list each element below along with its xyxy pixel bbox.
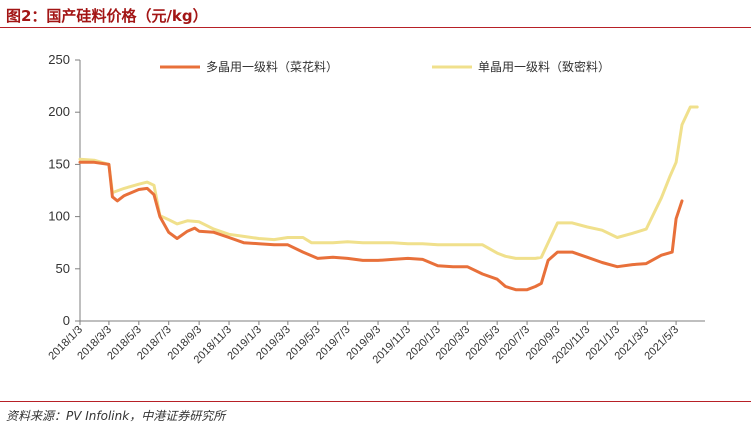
- chart-legend: 多晶用一级料（菜花料） 单晶用一级料（致密料）: [160, 59, 610, 74]
- series-line-1: [78, 160, 684, 292]
- y-tick-label: 150: [48, 156, 70, 171]
- y-tick-label: 250: [48, 52, 70, 67]
- chart-series: [78, 105, 699, 292]
- legend-label-1: 多晶用一级料（菜花料）: [206, 59, 338, 74]
- chart-axes: 0501001502002502018/1/32018/3/32018/5/32…: [46, 52, 705, 366]
- line-chart: 0501001502002502018/1/32018/3/32018/5/32…: [46, 52, 705, 366]
- figure-title: 图2：国产硅料价格（元/kg）: [6, 7, 208, 25]
- y-tick-label: 0: [63, 313, 70, 328]
- y-tick-label: 200: [48, 104, 70, 119]
- series-line-2: [78, 105, 699, 260]
- legend-label-2: 单晶用一级料（致密料）: [478, 59, 610, 74]
- source-divider: [0, 401, 751, 402]
- title-divider: [0, 27, 751, 28]
- y-tick-label: 100: [48, 209, 70, 224]
- y-tick-label: 50: [56, 261, 70, 276]
- source-note: 资料来源：PV Infolink，中港证券研究所: [6, 409, 226, 423]
